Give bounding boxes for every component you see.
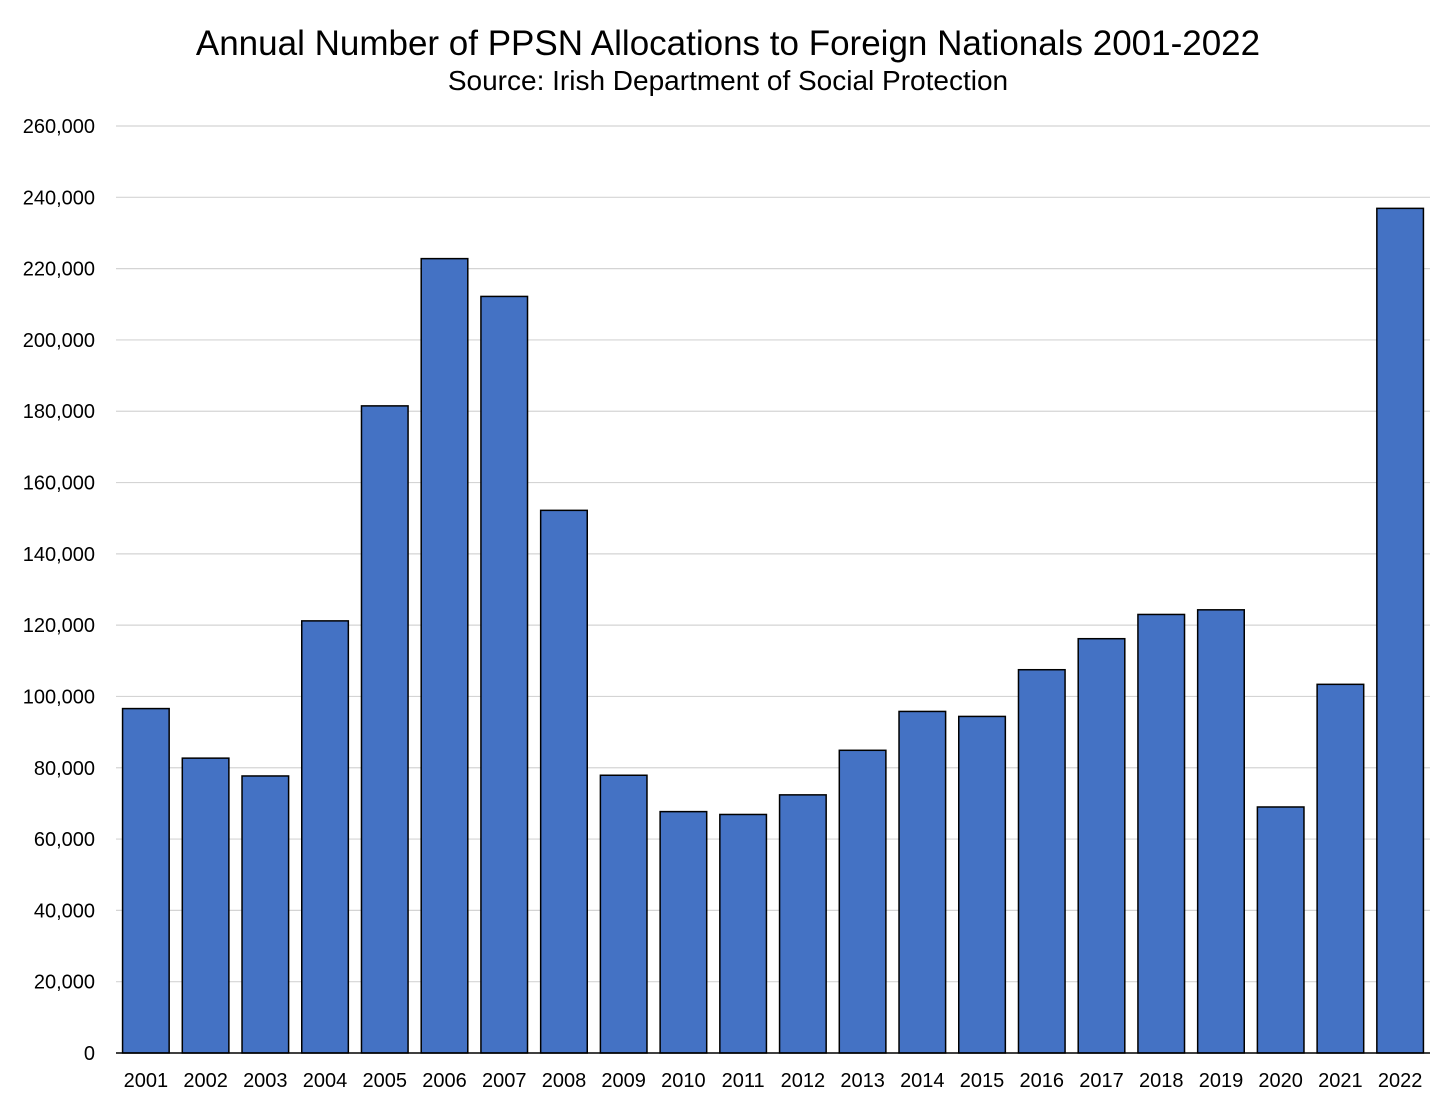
x-tick-label: 2013 [840, 1070, 885, 1092]
x-tick-label: 2020 [1258, 1070, 1303, 1092]
bar-2020 [1256, 806, 1305, 1054]
x-tick-label: 2010 [661, 1070, 706, 1092]
bar-2005 [360, 405, 409, 1054]
bar-2006 [420, 257, 469, 1054]
x-tick-label: 2008 [542, 1070, 587, 1092]
y-tick-label: 20,000 [34, 972, 95, 994]
chart-subtitle: Source: Irish Department of Social Prote… [448, 65, 1008, 96]
y-tick-label: 140,000 [23, 544, 95, 566]
x-tick-label: 2006 [422, 1070, 467, 1092]
y-tick-label: 180,000 [23, 401, 95, 423]
x-tick-label: 2017 [1079, 1070, 1124, 1092]
y-tick-label: 60,000 [34, 829, 95, 851]
x-tick-label: 2012 [781, 1070, 826, 1092]
bar-2010 [659, 810, 708, 1054]
x-tick-label: 2018 [1139, 1070, 1184, 1092]
bar-2016 [1017, 668, 1066, 1054]
x-tick-label: 2022 [1378, 1070, 1423, 1092]
y-tick-label: 200,000 [23, 330, 95, 352]
bars [121, 207, 1425, 1054]
x-tick-label: 2009 [601, 1070, 646, 1092]
bar-2009 [599, 774, 648, 1054]
x-tick-label: 2015 [960, 1070, 1005, 1092]
bar-2019 [1196, 609, 1245, 1054]
y-tick-label: 120,000 [23, 615, 95, 637]
x-tick-label: 2019 [1199, 1070, 1244, 1092]
y-axis-ticks: 0 20,000 40,000 60,000 80,000 100,000 120,000 1… [23, 116, 95, 1065]
bar-2022 [1376, 207, 1425, 1054]
y-tick-label: 260,000 [23, 116, 95, 138]
x-tick-label: 2021 [1318, 1070, 1363, 1092]
x-tick-label: 2005 [363, 1070, 408, 1092]
bar-2011 [719, 813, 768, 1054]
y-tick-label: 160,000 [23, 473, 95, 495]
y-tick-label: 240,000 [23, 187, 95, 209]
bar-2012 [778, 794, 827, 1054]
chart-title: Annual Number of PPSN Allocations to For… [196, 24, 1260, 63]
x-tick-label: 2004 [303, 1070, 348, 1092]
y-tick-label: 220,000 [23, 259, 95, 281]
bar-2017 [1077, 637, 1126, 1054]
x-tick-label: 2011 [722, 1070, 765, 1092]
x-axis-ticks: 2001 2002 2003 2004 2005 2006 2007 2008 2009 2010… [124, 1070, 1423, 1092]
y-tick-label: 0 [84, 1043, 95, 1065]
bar-2021 [1316, 683, 1365, 1054]
bar-2018 [1137, 613, 1186, 1054]
bar-2013 [838, 749, 887, 1054]
y-tick-label: 40,000 [34, 900, 95, 922]
y-tick-label: 100,000 [23, 686, 95, 708]
x-tick-label: 2014 [900, 1070, 945, 1092]
x-tick-label: 2007 [482, 1070, 527, 1092]
x-tick-label: 2003 [243, 1070, 288, 1092]
bar-2008 [539, 509, 588, 1054]
bar-2004 [301, 620, 350, 1054]
x-tick-label: 2016 [1020, 1070, 1065, 1092]
bar-2002 [181, 757, 230, 1054]
x-tick-label: 2002 [183, 1070, 228, 1092]
x-tick-label: 2001 [124, 1070, 169, 1092]
y-tick-label: 80,000 [34, 758, 95, 780]
bar-2003 [241, 775, 290, 1054]
bar-2001 [121, 707, 170, 1054]
bar-2007 [480, 295, 529, 1054]
bar-2014 [898, 710, 947, 1054]
bar-2015 [958, 715, 1007, 1054]
